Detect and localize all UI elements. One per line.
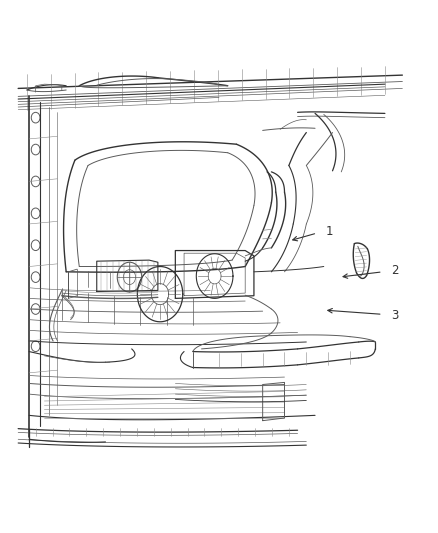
Text: 3: 3 (392, 309, 399, 322)
Text: 1: 1 (326, 225, 333, 238)
Text: 2: 2 (392, 264, 399, 277)
